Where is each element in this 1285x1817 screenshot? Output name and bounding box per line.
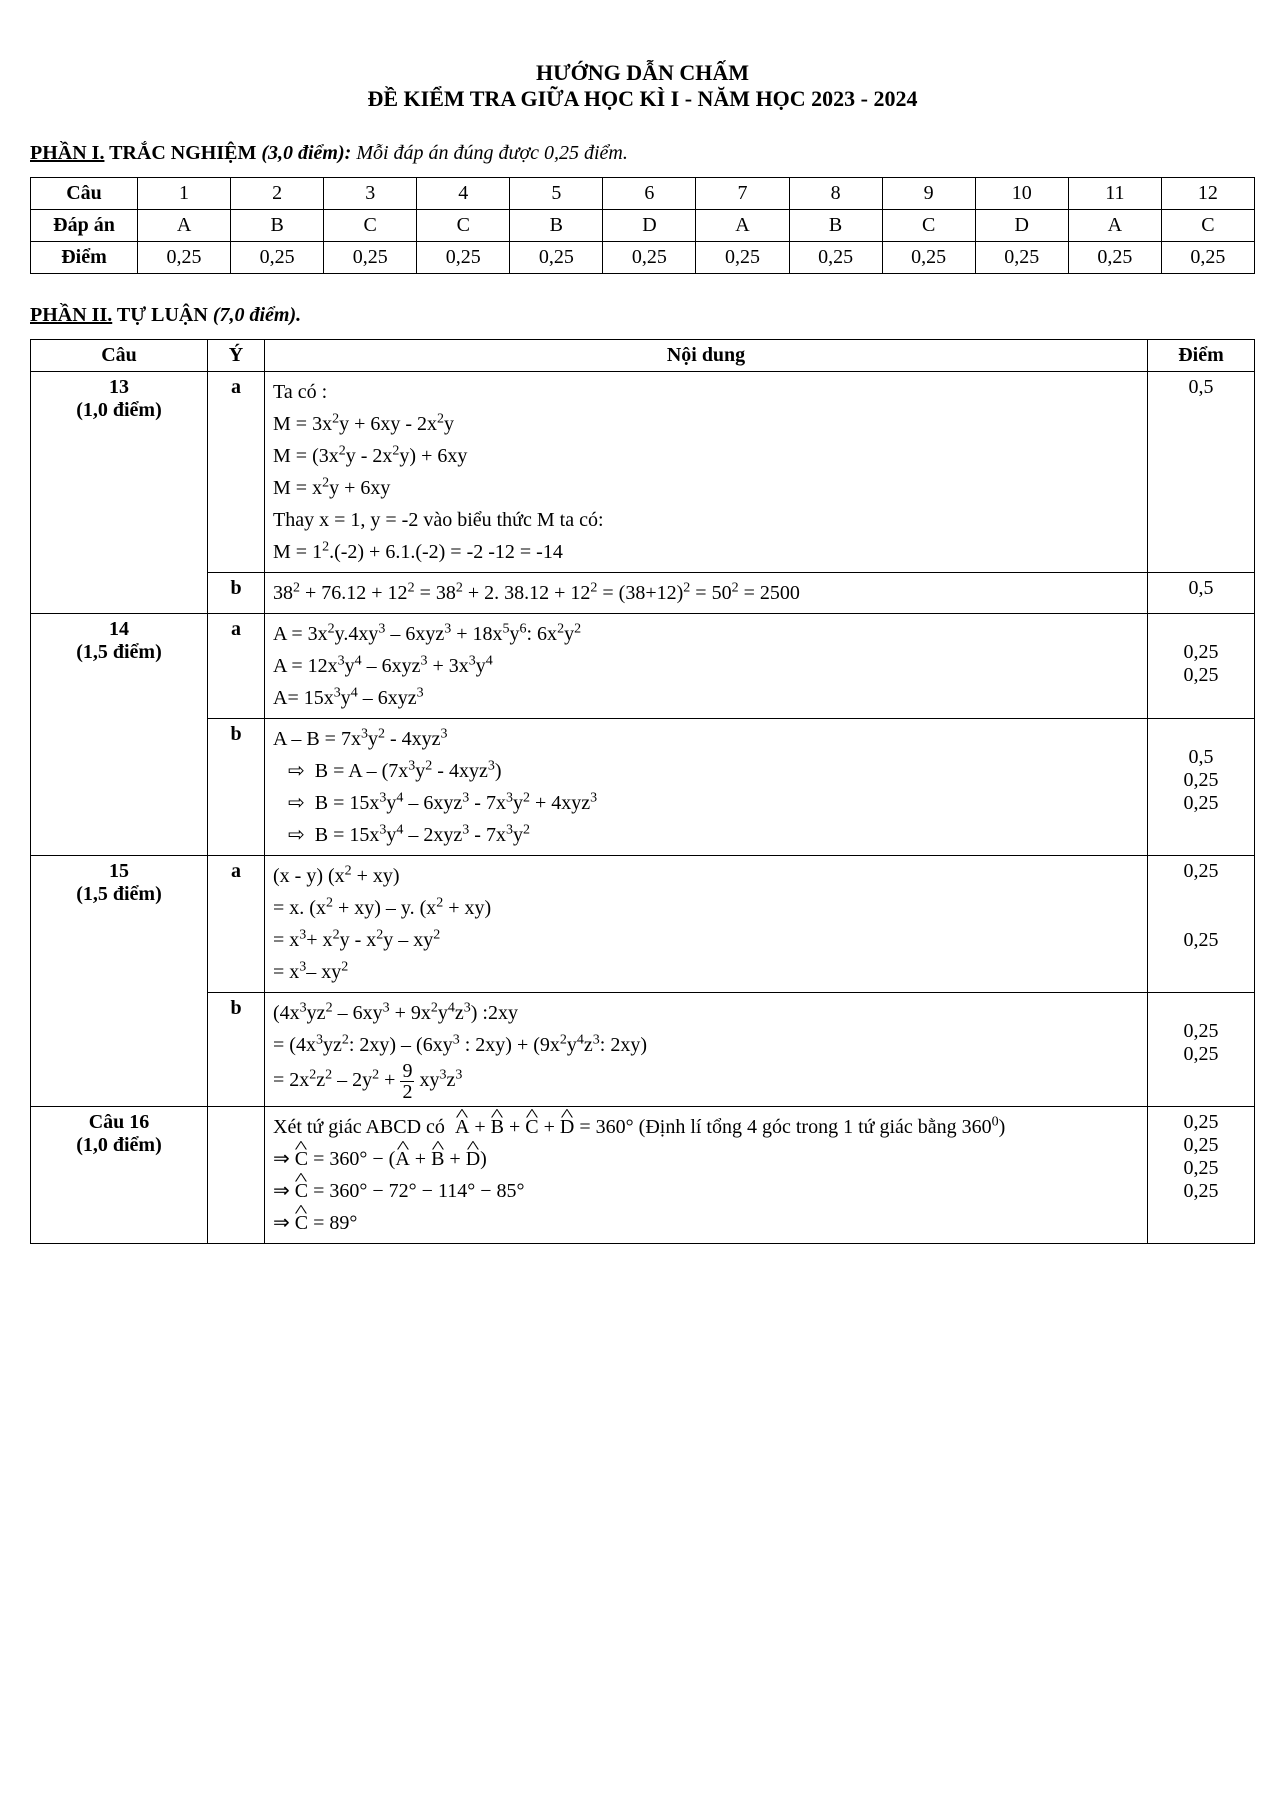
mc-row-answer: Đáp ánABCCBDABCDAC — [31, 210, 1255, 242]
essay-row: b(4x3yz2 – 6xy3 + 9x2y4z3) :2xy= (4x3yz2… — [31, 993, 1255, 1107]
mc-row-points-cell: 0,25 — [603, 242, 696, 274]
mc-row-answer-cell: A — [138, 210, 231, 242]
mc-row-question-cell: 4 — [417, 178, 510, 210]
title-line-1: HƯỚNG DẪN CHẤM — [30, 60, 1255, 86]
mc-row-question-cell: 11 — [1068, 178, 1161, 210]
part1-heading: PHẦN I. TRẮC NGHIỆM (3,0 điểm): Mỗi đáp … — [30, 142, 1255, 165]
essay-y-cell: a — [208, 614, 265, 719]
essay-header-row: Câu Ý Nội dung Điểm — [31, 340, 1255, 372]
mc-row-points-cell: 0,25 — [882, 242, 975, 274]
essay-header-noidung: Nội dung — [265, 340, 1148, 372]
title-line-2: ĐỀ KIỂM TRA GIỮA HỌC KÌ I - NĂM HỌC 2023… — [30, 86, 1255, 112]
part1-heading-prefix: PHẦN I. — [30, 142, 104, 164]
essay-cau-cell: 14(1,5 điểm) — [31, 614, 208, 856]
essay-diem-cell: 0,250,250,250,25 — [1148, 1107, 1255, 1244]
essay-diem-cell: 0,5 — [1148, 573, 1255, 614]
mc-row-answer-cell: B — [789, 210, 882, 242]
essay-y-cell: b — [208, 993, 265, 1107]
mc-row-question-cell: 3 — [324, 178, 417, 210]
essay-y-cell: b — [208, 719, 265, 856]
essay-y-cell: a — [208, 856, 265, 993]
mc-row-answer-cell: C — [324, 210, 417, 242]
essay-cau-cell: 15(1,5 điểm) — [31, 856, 208, 1107]
part2-heading: PHẦN II. TỰ LUẬN (7,0 điểm). — [30, 304, 1255, 327]
essay-row: bA – B = 7x3y2 - 4xyz3 ⇨ B = A – (7x3y2 … — [31, 719, 1255, 856]
essay-content-cell: A = 3x2y.4xy3 – 6xyz3 + 18x5y6: 6x2y2A =… — [265, 614, 1148, 719]
part2-heading-italic: (7,0 điểm). — [213, 304, 301, 326]
mc-row-points-cell: 0,25 — [975, 242, 1068, 274]
mc-row-points: Điểm0,250,250,250,250,250,250,250,250,25… — [31, 242, 1255, 274]
mc-row-points-cell: 0,25 — [324, 242, 417, 274]
mc-row-answer-cell: C — [417, 210, 510, 242]
mc-row-question-cell: 12 — [1161, 178, 1254, 210]
essay-header-diem: Điểm — [1148, 340, 1255, 372]
mc-row-points-cell: 0,25 — [417, 242, 510, 274]
essay-y-cell: a — [208, 372, 265, 573]
part2-heading-prefix: PHẦN II. — [30, 304, 112, 326]
mc-row-question: Câu123456789101112 — [31, 178, 1255, 210]
mc-row-points-cell: 0,25 — [789, 242, 882, 274]
mc-row-points-cell: 0,25 — [1161, 242, 1254, 274]
essay-table: Câu Ý Nội dung Điểm 13(1,0 điểm)aTa có :… — [30, 339, 1255, 1244]
essay-content-cell: Xét tứ giác ABCD có A + B + C + D = 360°… — [265, 1107, 1148, 1244]
part2-heading-bold: TỰ LUẬN — [112, 304, 213, 326]
essay-y-cell: b — [208, 573, 265, 614]
essay-content-cell: 382 + 76.12 + 122 = 382 + 2. 38.12 + 122… — [265, 573, 1148, 614]
mc-row-question-cell: 10 — [975, 178, 1068, 210]
mc-row-points-cell: 0,25 — [1068, 242, 1161, 274]
mc-row-question-cell: 7 — [696, 178, 789, 210]
mc-row-answer-cell: C — [882, 210, 975, 242]
mc-row-answer-cell: A — [1068, 210, 1161, 242]
essay-row: 13(1,0 điểm)aTa có :M = 3x2y + 6xy - 2x2… — [31, 372, 1255, 573]
mc-row-answer-cell: C — [1161, 210, 1254, 242]
mc-row-answer-cell: D — [975, 210, 1068, 242]
essay-diem-cell: 0,5 — [1148, 372, 1255, 573]
essay-diem-cell: 0,250,25 — [1148, 993, 1255, 1107]
mc-row-points-cell: 0,25 — [231, 242, 324, 274]
essay-content-cell: A – B = 7x3y2 - 4xyz3 ⇨ B = A – (7x3y2 -… — [265, 719, 1148, 856]
part1-heading-tail: Mỗi đáp án đúng được 0,25 điểm. — [351, 142, 628, 164]
part1-heading-bold: TRẮC NGHIỆM — [104, 142, 261, 164]
essay-cau-cell: Câu 16(1,0 điểm) — [31, 1107, 208, 1244]
mc-row-question-cell: 1 — [138, 178, 231, 210]
essay-content-cell: Ta có :M = 3x2y + 6xy - 2x2yM = (3x2y - … — [265, 372, 1148, 573]
essay-content-cell: (x - y) (x2 + xy)= x. (x2 + xy) – y. (x2… — [265, 856, 1148, 993]
essay-content-cell: (4x3yz2 – 6xy3 + 9x2y4z3) :2xy= (4x3yz2:… — [265, 993, 1148, 1107]
essay-row: 14(1,5 điểm)aA = 3x2y.4xy3 – 6xyz3 + 18x… — [31, 614, 1255, 719]
mc-row-answer-cell: D — [603, 210, 696, 242]
essay-header-cau: Câu — [31, 340, 208, 372]
mc-row-points-label: Điểm — [31, 242, 138, 274]
essay-diem-cell: 0,250,25 — [1148, 856, 1255, 993]
essay-row: b382 + 76.12 + 122 = 382 + 2. 38.12 + 12… — [31, 573, 1255, 614]
mc-row-answer-cell: A — [696, 210, 789, 242]
mc-row-points-cell: 0,25 — [138, 242, 231, 274]
mc-row-question-cell: 8 — [789, 178, 882, 210]
essay-row: 15(1,5 điểm)a(x - y) (x2 + xy)= x. (x2 +… — [31, 856, 1255, 993]
essay-diem-cell: 0,250,25 — [1148, 614, 1255, 719]
mc-row-question-cell: 9 — [882, 178, 975, 210]
part1-heading-italic: (3,0 điểm): — [261, 142, 351, 164]
mc-row-question-cell: 2 — [231, 178, 324, 210]
essay-cau-cell: 13(1,0 điểm) — [31, 372, 208, 614]
essay-header-y: Ý — [208, 340, 265, 372]
multiple-choice-table: Câu123456789101112Đáp ánABCCBDABCDACĐiểm… — [30, 177, 1255, 274]
title-block: HƯỚNG DẪN CHẤM ĐỀ KIỂM TRA GIỮA HỌC KÌ I… — [30, 60, 1255, 112]
essay-y-cell — [208, 1107, 265, 1244]
mc-row-points-cell: 0,25 — [510, 242, 603, 274]
document-root: HƯỚNG DẪN CHẤM ĐỀ KIỂM TRA GIỮA HỌC KÌ I… — [30, 60, 1255, 1244]
essay-diem-cell: 0,50,250,25 — [1148, 719, 1255, 856]
mc-row-points-cell: 0,25 — [696, 242, 789, 274]
mc-row-question-label: Câu — [31, 178, 138, 210]
mc-row-answer-cell: B — [510, 210, 603, 242]
mc-row-question-cell: 6 — [603, 178, 696, 210]
mc-row-question-cell: 5 — [510, 178, 603, 210]
mc-row-answer-cell: B — [231, 210, 324, 242]
essay-row: Câu 16(1,0 điểm) Xét tứ giác ABCD có A + … — [31, 1107, 1255, 1244]
mc-row-answer-label: Đáp án — [31, 210, 138, 242]
